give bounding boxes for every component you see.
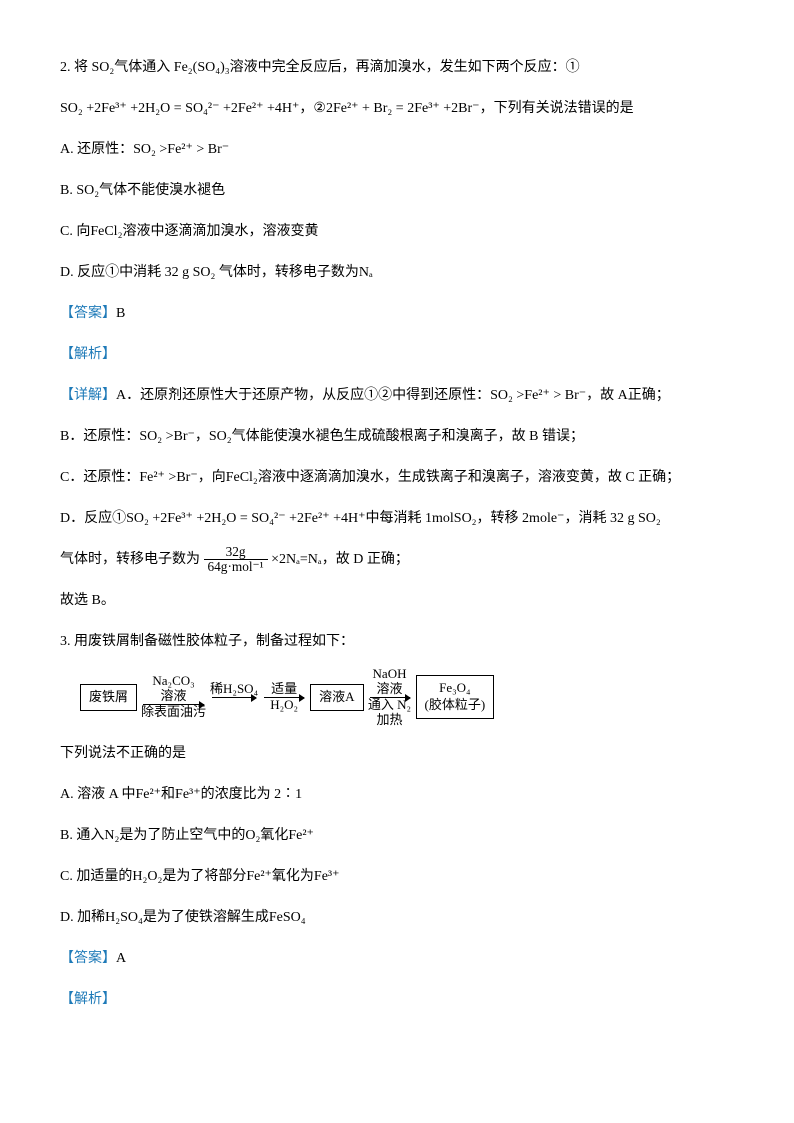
- q2-detail-d2a: 气体时，转移电子数为: [60, 552, 200, 567]
- diagram-arrow-2: 稀H₂SO₄: [210, 682, 258, 713]
- q3-post-stem: 下列说法不正确的是: [60, 736, 734, 771]
- q3-stem: 3. 用废铁屑制备磁性胶体粒子，制备过程如下：: [60, 624, 734, 659]
- q3-analysis: 【解析】: [60, 982, 734, 1017]
- diagram-arrow-3: 适量 H₂O₂: [262, 682, 306, 713]
- arrow4-top: NaOH: [368, 667, 412, 682]
- q2-detail-a-text: A．还原剂还原性大于还原产物，从反应①②中得到还原性：SO₂ >Fe²⁺ > B…: [116, 388, 670, 403]
- arrow-line: [264, 697, 304, 698]
- q2-detail-d2b: ×2Nₐ=Nₐ，故 D 正确；: [271, 552, 409, 567]
- diagram-box-scrap-iron: 废铁屑: [80, 684, 137, 711]
- box3-line1: Fe₃O₄: [425, 680, 486, 697]
- box3-line2: (胶体粒子): [425, 697, 486, 714]
- answer-label: 【答案】: [60, 306, 116, 321]
- q2-stem-line2: SO₂ +2Fe³⁺ +2H₂O = SO₄²⁻ +2Fe²⁺ +4H⁺，②2F…: [60, 91, 734, 126]
- q3-option-b: B. 通入N₂是为了防止空气中的O₂氧化Fe²⁺: [60, 818, 734, 853]
- q3-answer-value: A: [116, 951, 126, 966]
- q3-option-c: C. 加适量的H₂O₂是为了将部分Fe²⁺氧化为Fe³⁺: [60, 859, 734, 894]
- q2-option-a: A. 还原性：SO₂ >Fe²⁺ > Br⁻: [60, 132, 734, 167]
- arrow-line: [143, 704, 204, 705]
- arrow-line: [370, 697, 410, 698]
- q2-detail-b: B．还原性：SO₂ >Br⁻，SO₂气体能使溴水褪色生成硫酸根离子和溴离子，故 …: [60, 419, 734, 454]
- analysis-label: 【解析】: [60, 992, 116, 1007]
- q2-stem-line1: 2. 将 SO₂气体通入 Fe₂(SO₄)₃溶液中完全反应后，再滴加溴水，发生如…: [60, 50, 734, 85]
- q2-answer-value: B: [116, 306, 125, 321]
- q3-option-a: A. 溶液 A 中Fe²⁺和Fe³⁺的浓度比为 2∶1: [60, 777, 734, 812]
- arrow1-bot: 除表面油污: [141, 705, 206, 720]
- arrow1-top: Na₂CO₃: [141, 674, 206, 689]
- fraction: 32g 64g·mol⁻¹: [204, 545, 268, 575]
- detail-label: 【详解】: [60, 388, 116, 403]
- q2-answer: 【答案】B: [60, 296, 734, 331]
- q2-option-b: B. SO₂气体不能使溴水褪色: [60, 173, 734, 208]
- q2-analysis: 【解析】: [60, 337, 734, 372]
- diagram-box-fe3o4: Fe₃O₄ (胶体粒子): [416, 675, 495, 719]
- q2-conclusion: 故选 B。: [60, 583, 734, 618]
- frac-denominator: 64g·mol⁻¹: [204, 560, 268, 575]
- frac-numerator: 32g: [204, 545, 268, 561]
- arrow4-bot2: 加热: [368, 713, 412, 728]
- q2-option-c: C. 向FeCl₂溶液中逐滴滴加溴水，溶液变黄: [60, 214, 734, 249]
- arrow-line: [212, 697, 256, 698]
- answer-label: 【答案】: [60, 951, 116, 966]
- diagram-box-solution-a: 溶液A: [310, 684, 363, 711]
- q2-option-d: D. 反应①中消耗 32 g SO₂ 气体时，转移电子数为Nₐ: [60, 255, 734, 290]
- diagram-arrow-4: NaOH 溶液 通入 N₂ 加热: [368, 667, 412, 728]
- q2-detail-c: C．还原性：Fe²⁺ >Br⁻，向FeCl₂溶液中逐滴滴加溴水，生成铁离子和溴离…: [60, 460, 734, 495]
- q2-detail-d2: 气体时，转移电子数为 32g 64g·mol⁻¹ ×2Nₐ=Nₐ，故 D 正确；: [60, 542, 734, 577]
- diagram-arrow-1: Na₂CO₃ 溶液 除表面油污: [141, 674, 206, 720]
- q2-detail-a: 【详解】A．还原剂还原性大于还原产物，从反应①②中得到还原性：SO₂ >Fe²⁺…: [60, 378, 734, 413]
- q2-detail-d1: D．反应①SO₂ +2Fe³⁺ +2H₂O = SO₄²⁻ +2Fe²⁺ +4H…: [60, 501, 734, 536]
- q3-option-d: D. 加稀H₂SO₄是为了使铁溶解生成FeSO₄: [60, 900, 734, 935]
- analysis-label: 【解析】: [60, 347, 116, 362]
- q3-answer: 【答案】A: [60, 941, 734, 976]
- arrow1-mid: 溶液: [141, 689, 206, 704]
- process-diagram: 废铁屑 Na₂CO₃ 溶液 除表面油污 稀H₂SO₄ 适量 H₂O₂ 溶液A N…: [80, 667, 734, 728]
